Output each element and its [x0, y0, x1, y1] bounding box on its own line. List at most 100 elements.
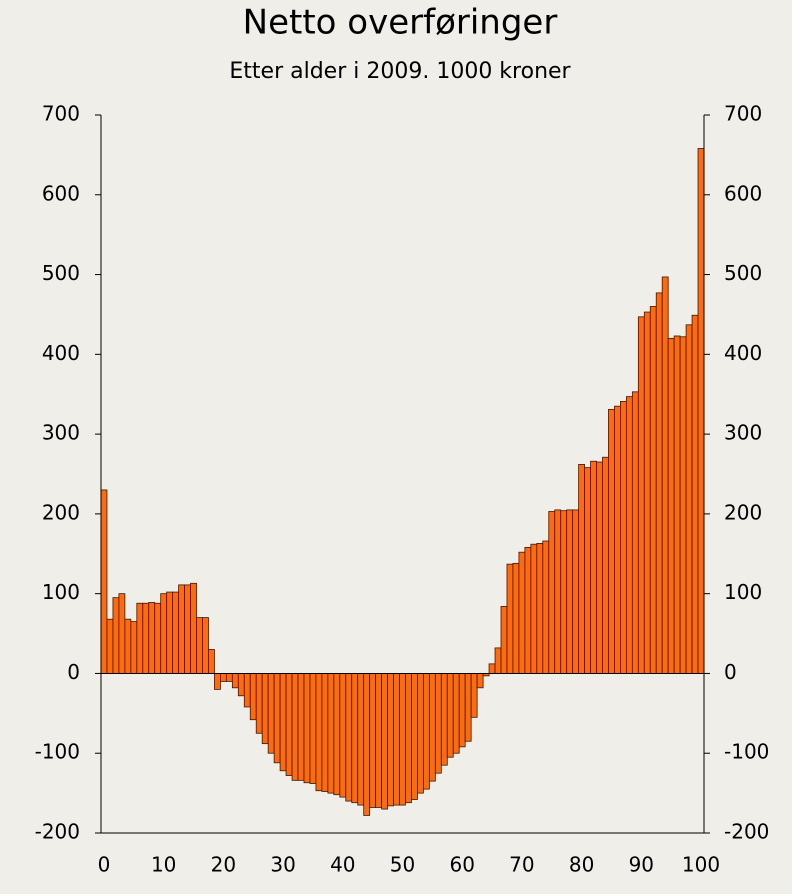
y-tick-label: -200 — [35, 820, 80, 844]
bar — [542, 540, 550, 674]
y2-tick-label: 200 — [724, 500, 762, 524]
x-tick-label: 70 — [509, 853, 534, 877]
chart-subtitle: Etter alder i 2009. 1000 kroner — [229, 59, 571, 84]
bar — [399, 673, 406, 806]
bar — [649, 306, 657, 674]
bar — [261, 673, 269, 745]
bar — [405, 673, 412, 804]
bar — [440, 673, 448, 766]
bar — [637, 316, 645, 674]
bar — [464, 673, 472, 742]
bar — [506, 563, 514, 674]
x-tick-label: 50 — [390, 853, 415, 877]
bar — [697, 148, 705, 674]
bar — [685, 324, 693, 674]
bar — [255, 673, 263, 734]
bar — [422, 673, 430, 790]
bar — [363, 673, 371, 816]
bar — [190, 582, 197, 674]
bar — [625, 396, 633, 674]
bar — [476, 673, 484, 689]
bar — [548, 511, 556, 674]
bar — [112, 597, 120, 674]
x-tick-label: 40 — [330, 853, 355, 877]
y-tick-label: 300 — [42, 421, 80, 445]
bar — [339, 673, 347, 798]
bar — [566, 509, 574, 674]
bar — [673, 335, 681, 674]
bar — [118, 593, 126, 674]
bar — [184, 584, 191, 674]
x-tick-label: 20 — [211, 853, 236, 877]
bar — [387, 673, 394, 807]
bar — [417, 673, 424, 794]
y2-tick-label: 100 — [724, 580, 762, 604]
bar — [309, 673, 317, 784]
bar — [279, 673, 287, 772]
bar — [142, 602, 150, 674]
bar — [225, 673, 233, 682]
bar — [428, 673, 436, 782]
y2-tick-label: 400 — [724, 341, 762, 365]
bar — [578, 464, 585, 674]
bar — [661, 276, 669, 674]
bar — [524, 546, 532, 674]
bar — [655, 292, 663, 674]
y2-tick-label: 600 — [724, 181, 762, 205]
y-tick-label: 100 — [42, 580, 80, 604]
y2-tick-label: 700 — [724, 102, 762, 126]
bar — [321, 673, 329, 792]
y-tick-label: 700 — [42, 102, 80, 126]
bar — [249, 673, 257, 721]
bar — [631, 391, 639, 674]
bar — [202, 617, 209, 674]
bar — [130, 621, 138, 674]
bar — [220, 673, 227, 682]
bar — [643, 311, 651, 674]
bar — [291, 673, 299, 781]
y2-tick-label: -200 — [724, 820, 769, 844]
bar — [172, 591, 180, 674]
bar — [154, 602, 162, 674]
y-tick-label: 400 — [42, 341, 80, 365]
bar — [602, 456, 609, 674]
bar — [500, 606, 508, 674]
bar — [196, 617, 203, 674]
bar — [393, 673, 400, 806]
bar — [100, 489, 108, 674]
bar — [351, 673, 359, 804]
chart-title: Netto overføringer — [243, 3, 558, 43]
bar — [148, 602, 156, 674]
bar — [536, 543, 544, 674]
y-tick-label: 600 — [42, 181, 80, 205]
bar — [584, 467, 591, 674]
bar — [243, 673, 251, 708]
bar — [136, 602, 144, 674]
bar — [691, 314, 699, 674]
bar — [381, 673, 388, 810]
bar — [530, 543, 538, 674]
bar — [572, 509, 580, 674]
bar — [303, 673, 311, 784]
bar — [452, 673, 460, 754]
bar — [375, 673, 383, 808]
bar — [518, 551, 526, 674]
bar — [345, 673, 353, 802]
y-tick-label: 200 — [42, 500, 80, 524]
bar — [411, 673, 418, 800]
bar — [369, 673, 377, 808]
bar — [590, 460, 597, 674]
bar — [106, 618, 114, 674]
bar — [267, 673, 275, 754]
bar — [166, 591, 174, 674]
bar — [178, 584, 185, 674]
bar — [333, 673, 341, 796]
bar — [208, 649, 215, 674]
y2-tick-label: 500 — [724, 261, 762, 285]
x-tick-label: 60 — [449, 853, 474, 877]
bar — [614, 405, 621, 674]
bar — [124, 618, 132, 674]
bar — [596, 461, 603, 674]
bar — [470, 673, 478, 718]
y2-tick-label: 300 — [724, 421, 762, 445]
